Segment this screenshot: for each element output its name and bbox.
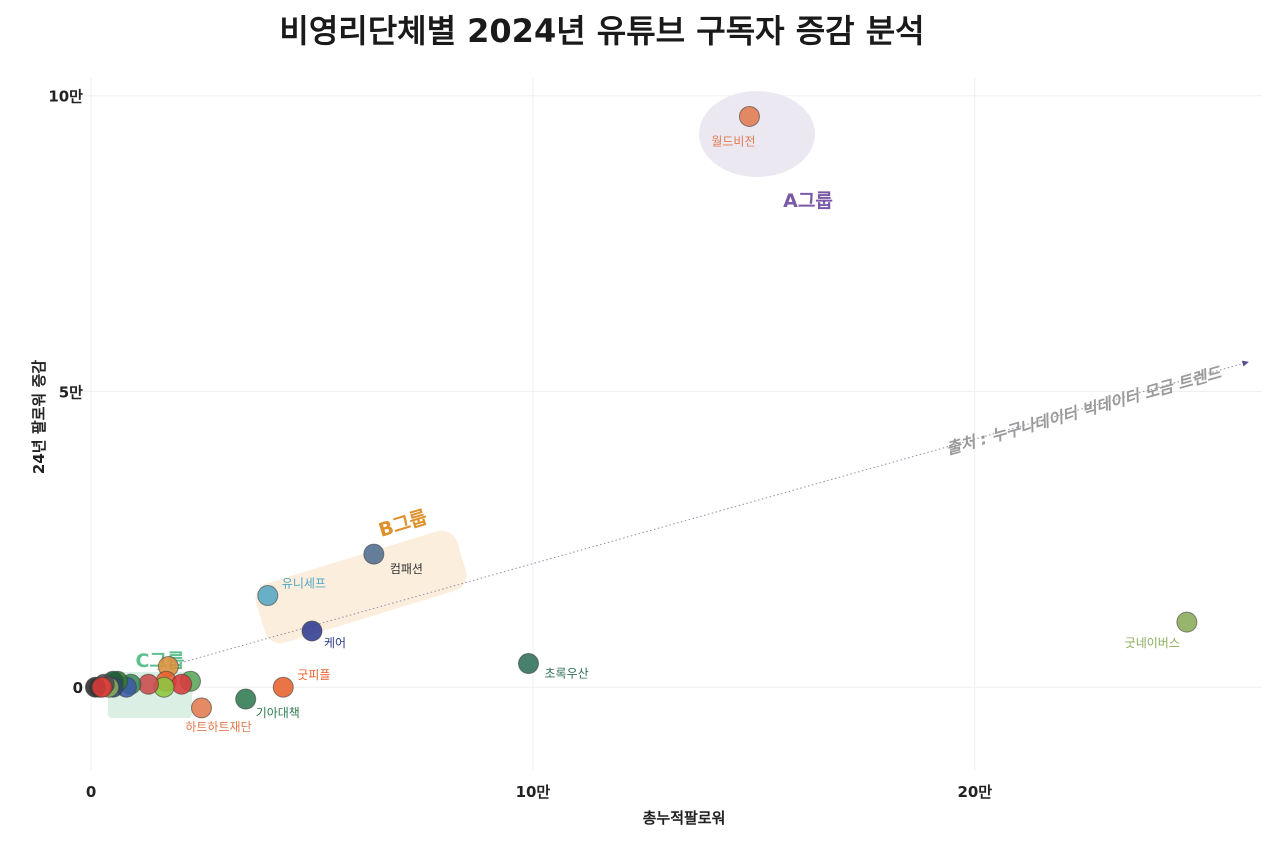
trendline-arrowhead xyxy=(1241,360,1249,367)
trendline-label: 출처 : 누구나데이터 빅데이터 모금 트렌드 xyxy=(944,363,1224,459)
chart-title: 비영리단체별 2024년 유튜브 구독자 증감 분석 xyxy=(279,12,924,50)
data-point xyxy=(738,105,760,127)
data-point xyxy=(301,620,323,642)
point-label: 유니세프 xyxy=(282,577,326,591)
y-tick-label: 0 xyxy=(73,679,83,697)
points-layer xyxy=(84,105,1198,719)
y-tick-label: 5만 xyxy=(59,383,83,401)
x-axis-label: 총누적팔로워 xyxy=(643,809,726,827)
data-point xyxy=(191,697,213,719)
group-b-highlight xyxy=(255,530,467,644)
point-label: 초록우산 xyxy=(544,667,588,681)
x-tick-label: 0 xyxy=(86,783,96,801)
x-tick-label: 20만 xyxy=(957,783,992,801)
group-a-highlight xyxy=(699,91,815,177)
grid-layer xyxy=(80,78,1262,770)
data-point-unlabeled xyxy=(137,673,159,695)
x-tick-label: 10만 xyxy=(516,783,551,801)
point-label: 굿네이버스 xyxy=(1125,636,1180,650)
data-point-unlabeled xyxy=(91,676,113,698)
point-label: 기아대책 xyxy=(256,705,300,720)
data-point xyxy=(235,688,257,710)
data-point xyxy=(517,653,539,675)
data-point xyxy=(363,543,385,565)
point-label: 케어 xyxy=(324,636,346,650)
point-label: 월드비전 xyxy=(711,134,755,148)
data-point xyxy=(257,585,279,607)
group-a-label: A그룹 xyxy=(783,190,833,212)
data-point xyxy=(272,676,294,698)
point-label: 굿피플 xyxy=(297,668,330,682)
data-point xyxy=(1176,611,1198,633)
point-label: 하트하트재단 xyxy=(185,720,251,734)
trendline xyxy=(157,361,1249,670)
tick-labels-layer: 0 10만 20만 0 5만 10만 xyxy=(48,88,992,801)
y-axis-label: 24년 팔로워 증감 xyxy=(30,360,48,474)
data-point-unlabeled xyxy=(171,673,193,695)
point-label: 컴패션 xyxy=(390,562,423,576)
group-highlight-layer: A그룹B그룹C그룹 xyxy=(108,91,833,718)
y-tick-label: 10만 xyxy=(48,88,83,106)
